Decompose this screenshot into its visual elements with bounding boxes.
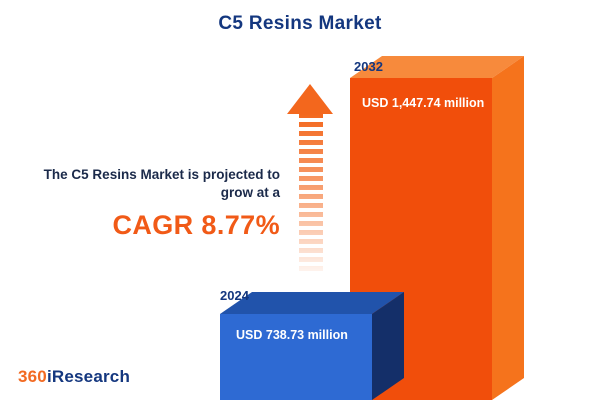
bar-2032-top xyxy=(350,56,524,78)
annotation-line1: The C5 Resins Market is projected to xyxy=(43,167,280,182)
bar-label-2032: 2032 xyxy=(354,59,383,74)
logo-suffix: iResearch xyxy=(46,367,131,386)
bar-2032-side xyxy=(492,56,524,400)
arrow-shaft-icon xyxy=(299,113,323,271)
bar-value-2024: USD 738.73 million xyxy=(236,328,348,342)
bar-2024-front xyxy=(220,314,372,400)
projection-annotation: The C5 Resins Market is projected to gro… xyxy=(8,166,280,243)
bar-2024-side xyxy=(372,292,404,400)
arrow-head-icon xyxy=(287,84,333,114)
bar-value-2032: USD 1,447.74 million xyxy=(362,96,485,110)
logo-prefix: 360 xyxy=(18,367,47,386)
bar-label-2024: 2024 xyxy=(220,288,249,303)
cagr-value: CAGR 8.77% xyxy=(112,209,280,240)
annotation-line2: grow at a xyxy=(220,184,280,200)
chart-title: C5 Resins Market xyxy=(218,13,382,34)
bar-2024-top xyxy=(220,292,404,314)
brand-logo: 360iResearch xyxy=(18,367,130,387)
